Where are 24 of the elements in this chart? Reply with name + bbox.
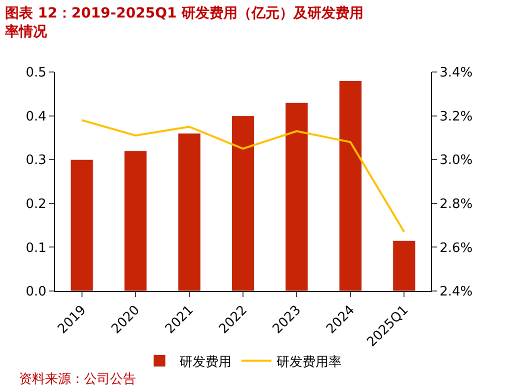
y-tick-label: 0.1 <box>26 240 46 256</box>
y-tick-label: 0.0 <box>26 284 46 300</box>
line-series <box>80 119 406 233</box>
bar <box>285 102 308 291</box>
y2-tick-label: 2.4% <box>440 284 473 300</box>
y2-tick-label: 3.4% <box>440 66 473 81</box>
chart-title: 图表 12：2019-2025Q1 研发费用（亿元）及研发费用率情况 <box>4 6 364 40</box>
bar <box>124 150 148 291</box>
y-tick-label: 0.4 <box>26 109 46 124</box>
legend-label: 研发费用率 <box>276 354 342 370</box>
bar <box>70 159 94 291</box>
y-tick-label: 0.5 <box>26 66 46 81</box>
legend-label: 研发费用 <box>180 354 232 370</box>
y2-tick-label: 2.6% <box>440 240 473 256</box>
y-tick-label: 0.3 <box>26 153 46 168</box>
bar <box>338 80 362 291</box>
bar <box>178 133 201 291</box>
y2-tick-label: 2.8% <box>440 196 473 212</box>
bar <box>392 240 416 291</box>
y2-tick-label: 3.0% <box>440 153 473 168</box>
text: 资料来源：公司公告 <box>19 372 136 387</box>
bar <box>231 116 255 291</box>
y2-tick-label: 3.2% <box>440 109 473 124</box>
y-tick-label: 0.2 <box>26 196 46 212</box>
